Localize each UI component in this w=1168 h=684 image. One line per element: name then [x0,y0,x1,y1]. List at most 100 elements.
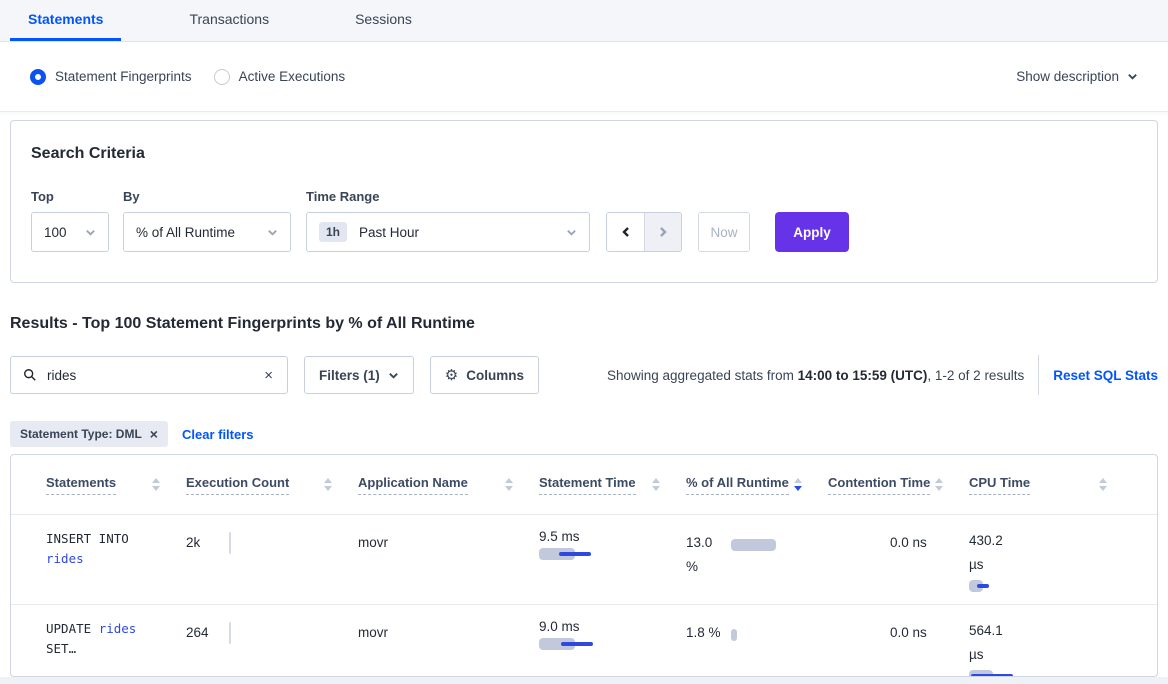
sort-icons[interactable] [324,478,332,491]
chevron-right-icon [660,227,667,237]
top-tab-bar: Statements Transactions Sessions [0,0,1168,42]
time-range-badge: 1h [319,222,348,242]
table-row: INSERT INTO rides 2k movr 9.5 ms 13.0 % … [11,515,1157,605]
statement-table-link[interactable]: rides [46,551,84,566]
search-criteria-card: Search Criteria Top By Time Range 100 % … [10,120,1158,283]
column-header-statements: Statements [46,475,186,495]
percent-runtime-value: 13.0 % [686,535,713,574]
time-range-select[interactable]: 1h Past Hour [306,212,590,252]
column-header-execution-count: Execution Count [186,475,358,495]
show-description-toggle[interactable]: Show description [1016,69,1138,84]
statement-table-link[interactable]: rides [98,621,137,636]
columns-button[interactable]: ⚙ Columns [429,356,539,394]
sort-icons[interactable] [505,478,513,491]
tab-statements[interactable]: Statements [10,0,122,41]
filter-chip-label: Statement Type: DML [20,427,142,441]
remove-filter-icon[interactable]: × [149,426,158,442]
view-toggle-bar: Statement Fingerprints Active Executions… [0,42,1168,112]
search-input[interactable] [47,367,263,383]
gear-icon: ⚙ [444,367,459,384]
sort-icons[interactable] [652,478,660,491]
contention-time-cell: 0.0 ns [890,625,927,640]
radio-statement-fingerprints[interactable]: Statement Fingerprints [30,68,192,85]
statement-text: SET… [46,641,77,656]
columns-button-label: Columns [466,367,524,383]
statement-text: INSERT INTO [46,531,129,546]
chevron-down-icon [86,229,95,236]
cpu-time-cell: 430.2 µs [969,529,1133,592]
radio-unselected-icon [213,68,230,85]
aggregated-stats-text: Showing aggregated stats from 14:00 to 1… [607,368,1024,383]
column-header-percent-all-runtime: % of All Runtime [686,475,828,495]
stats-range: 14:00 to 15:59 (UTC) [797,367,928,383]
percent-runtime-bar [731,629,828,641]
tab-sessions[interactable]: Sessions [355,11,412,27]
statement-time-cell: 9.0 ms [539,619,686,676]
execution-count-value: 2k [186,535,201,550]
stats-prefix: Showing aggregated stats from [607,367,798,383]
statement-time-cell: 9.5 ms [539,529,686,592]
statement-time-value: 9.0 ms [539,619,580,634]
statement-search-box: × [10,356,288,394]
time-range-label: Time Range [306,189,380,204]
statement-time-bar [539,638,649,650]
previous-interval-button[interactable] [607,213,644,251]
column-header-label[interactable]: Statement Time [539,475,636,495]
column-header-application-name: Application Name [358,475,539,495]
chevron-left-icon [621,227,629,237]
chevron-down-icon [567,229,576,236]
execution-count-value: 264 [186,625,209,640]
column-header-label[interactable]: % of All Runtime [686,475,789,495]
sort-icons[interactable] [935,478,943,491]
column-header-contention-time: Contention Time [828,475,969,495]
show-description-label: Show description [1016,69,1119,84]
cpu-time-bar [969,580,1079,592]
radio-statement-fingerprints-label: Statement Fingerprints [55,69,192,84]
cpu-time-cell: 564.1 µs [969,619,1133,676]
execution-count-bar [229,622,231,644]
clear-search-icon[interactable]: × [264,366,273,384]
sort-icons-active-desc[interactable] [794,478,802,491]
statements-table: Statements Execution Count Application N… [10,454,1158,677]
cpu-time-value: 430.2 µs [969,533,1003,572]
column-header-statement-time: Statement Time [539,475,686,495]
top-select[interactable]: 100 [31,212,109,252]
filters-button[interactable]: Filters (1) [304,356,414,394]
radio-active-executions-label: Active Executions [238,69,346,84]
column-header-label[interactable]: Execution Count [186,475,290,495]
radio-active-executions[interactable]: Active Executions [213,68,346,85]
cpu-time-bar [969,670,1079,676]
filter-chip-row: Statement Type: DML × Clear filters [10,421,1158,447]
apply-button[interactable]: Apply [775,212,849,252]
statement-fingerprint-cell: INSERT INTO rides [46,529,186,592]
percent-runtime-cell: 1.8 % [686,619,828,676]
tab-transactions[interactable]: Transactions [189,11,270,27]
statement-text: UPDATE [46,621,99,636]
column-header-label[interactable]: Application Name [358,475,468,495]
by-select[interactable]: % of All Runtime [123,212,291,252]
column-header-cpu-time: CPU Time [969,475,1133,495]
chevron-down-icon [268,229,277,236]
percent-runtime-value: 1.8 % [686,625,721,640]
column-header-label[interactable]: Statements [46,475,117,495]
execution-count-cell: 264 [186,619,358,676]
percent-runtime-cell: 13.0 % [686,529,828,592]
percent-runtime-bar [731,539,828,551]
execution-count-cell: 2k [186,529,358,592]
sort-icons[interactable] [152,478,160,491]
results-heading: Results - Top 100 Statement Fingerprints… [10,315,475,332]
sort-icons[interactable] [1099,478,1107,491]
column-header-label[interactable]: Contention Time [828,475,931,495]
now-button[interactable]: Now [698,212,750,252]
contention-time-cell: 0.0 ns [890,535,927,550]
reset-sql-stats-link[interactable]: Reset SQL Stats [1053,367,1158,383]
time-range-value: Past Hour [359,224,420,240]
next-interval-button[interactable] [644,213,681,251]
statement-time-bar [539,548,649,560]
cpu-time-value: 564.1 µs [969,623,1003,662]
time-step-group [606,212,682,252]
column-header-label[interactable]: CPU Time [969,475,1031,495]
top-select-value: 100 [44,224,67,240]
filter-chip-statement-type[interactable]: Statement Type: DML × [10,421,168,447]
clear-filters-link[interactable]: Clear filters [181,426,254,442]
